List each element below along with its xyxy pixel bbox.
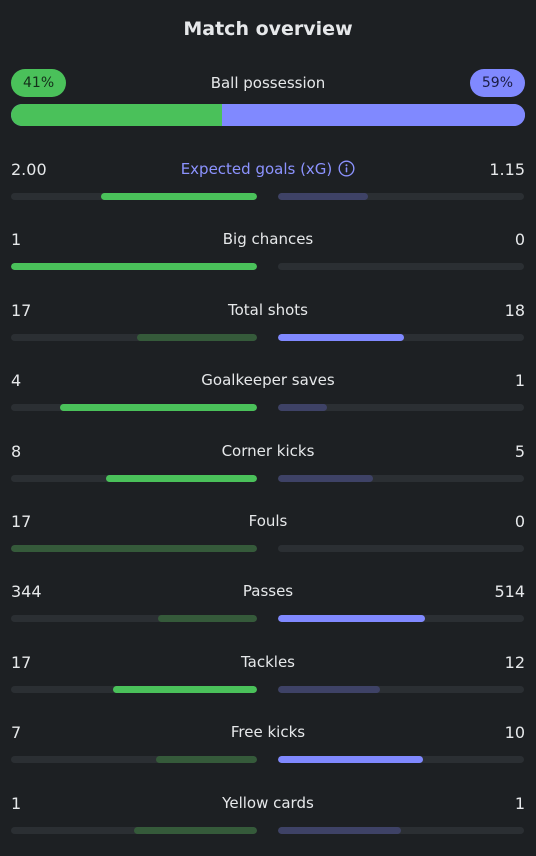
stat-label-text: Tackles [240, 653, 296, 671]
home-value: 7 [11, 723, 22, 742]
stat-row: 1 Yellow cards 1 [11, 794, 525, 838]
possession-bar [11, 104, 525, 126]
away-bar-fill [278, 404, 328, 411]
away-bar-fill [278, 475, 373, 482]
stat-label: Passes [91, 582, 445, 600]
away-value: 10 [504, 723, 525, 742]
away-value: 12 [504, 653, 525, 672]
home-bar-fill [105, 475, 257, 482]
stat-row: 4 Goalkeeper saves 1 [11, 371, 525, 415]
home-bar-fill [112, 686, 257, 693]
home-value: 4 [11, 371, 22, 390]
home-bar-fill [158, 615, 257, 622]
away-value: 0 [514, 230, 525, 249]
stat-label: Fouls [91, 512, 445, 530]
away-bar-track [278, 756, 524, 763]
stat-label: Yellow cards [91, 794, 445, 812]
home-value: 8 [11, 442, 22, 461]
stat-label-text: Yellow cards [222, 794, 314, 812]
stat-row: 17 Tackles 12 [11, 653, 525, 697]
home-value: 17 [11, 301, 32, 320]
panel-title: Match overview [183, 18, 353, 40]
possession-header: 41% Ball possession 59% [11, 69, 525, 97]
home-bar-track [11, 193, 257, 200]
info-icon[interactable] [338, 160, 355, 177]
stat-label-text: Expected goals (xG) [180, 160, 333, 178]
away-bar-fill [278, 827, 401, 834]
home-bar-track [11, 827, 257, 834]
away-bar-track [278, 263, 524, 270]
stat-row: 344 Passes 514 [11, 582, 525, 626]
home-value: 17 [11, 512, 32, 531]
home-bar-track [11, 756, 257, 763]
stat-label-text: Fouls [248, 512, 288, 530]
away-bar-track [278, 334, 524, 341]
away-bar-track [278, 545, 524, 552]
away-bar-track [278, 615, 524, 622]
stat-label: Corner kicks [91, 442, 445, 460]
away-bar-track [278, 827, 524, 834]
away-bar-fill [278, 686, 380, 693]
stat-label-text: Total shots [228, 301, 308, 319]
home-possession-badge: 41% [11, 69, 67, 97]
stat-row: 8 Corner kicks 5 [11, 442, 525, 486]
away-bar-track [278, 193, 524, 200]
home-value: 17 [11, 653, 32, 672]
home-bar-track [11, 263, 257, 270]
possession-bar-away [221, 104, 525, 126]
stat-row: 7 Free kicks 10 [11, 723, 525, 767]
home-bar-fill [60, 404, 257, 411]
away-value: 18 [504, 301, 525, 320]
away-value: 1.15 [489, 160, 525, 179]
possession-label: Ball possession [210, 74, 326, 92]
away-value: 514 [494, 582, 525, 601]
stat-row: 1 Big chances 0 [11, 230, 525, 274]
home-bar-track [11, 686, 257, 693]
stat-label-text: Big chances [222, 230, 314, 248]
stat-label: Expected goals (xG) [91, 160, 445, 178]
home-bar-fill [134, 827, 257, 834]
away-possession-badge: 59% [469, 69, 525, 97]
away-bar-track [278, 686, 524, 693]
home-value: 1 [11, 794, 22, 813]
stat-label: Tackles [91, 653, 445, 671]
away-value: 0 [514, 512, 525, 531]
home-bar-fill [11, 545, 257, 552]
stat-label-text: Passes [242, 582, 294, 600]
away-bar-fill [278, 756, 423, 763]
away-bar-track [278, 404, 524, 411]
stat-row: 17 Total shots 18 [11, 301, 525, 345]
stat-row: 2.00 Expected goals (xG) 1.15 [11, 160, 525, 204]
home-bar-fill [137, 334, 257, 341]
home-bar-track [11, 615, 257, 622]
away-bar-fill [278, 334, 405, 341]
away-value: 5 [514, 442, 525, 461]
away-bar-fill [278, 615, 426, 622]
home-bar-fill [11, 263, 257, 270]
stat-label: Big chances [91, 230, 445, 248]
stat-label-text: Goalkeeper saves [201, 371, 335, 389]
home-bar-track [11, 475, 257, 482]
stat-row: 17 Fouls 0 [11, 512, 525, 556]
away-bar-fill [278, 193, 368, 200]
home-bar-fill [100, 193, 257, 200]
stat-label: Goalkeeper saves [91, 371, 445, 389]
home-value: 1 [11, 230, 22, 249]
home-value: 344 [11, 582, 42, 601]
home-value: 2.00 [11, 160, 47, 179]
stat-label-text: Corner kicks [221, 442, 315, 460]
away-value: 1 [514, 371, 525, 390]
home-bar-track [11, 404, 257, 411]
stat-label-text: Free kicks [230, 723, 306, 741]
home-bar-track [11, 545, 257, 552]
away-bar-track [278, 475, 524, 482]
stat-label: Total shots [91, 301, 445, 319]
possession-bar-home [11, 104, 222, 126]
home-bar-fill [155, 756, 257, 763]
away-value: 1 [514, 794, 525, 813]
stat-label: Free kicks [91, 723, 445, 741]
home-bar-track [11, 334, 257, 341]
